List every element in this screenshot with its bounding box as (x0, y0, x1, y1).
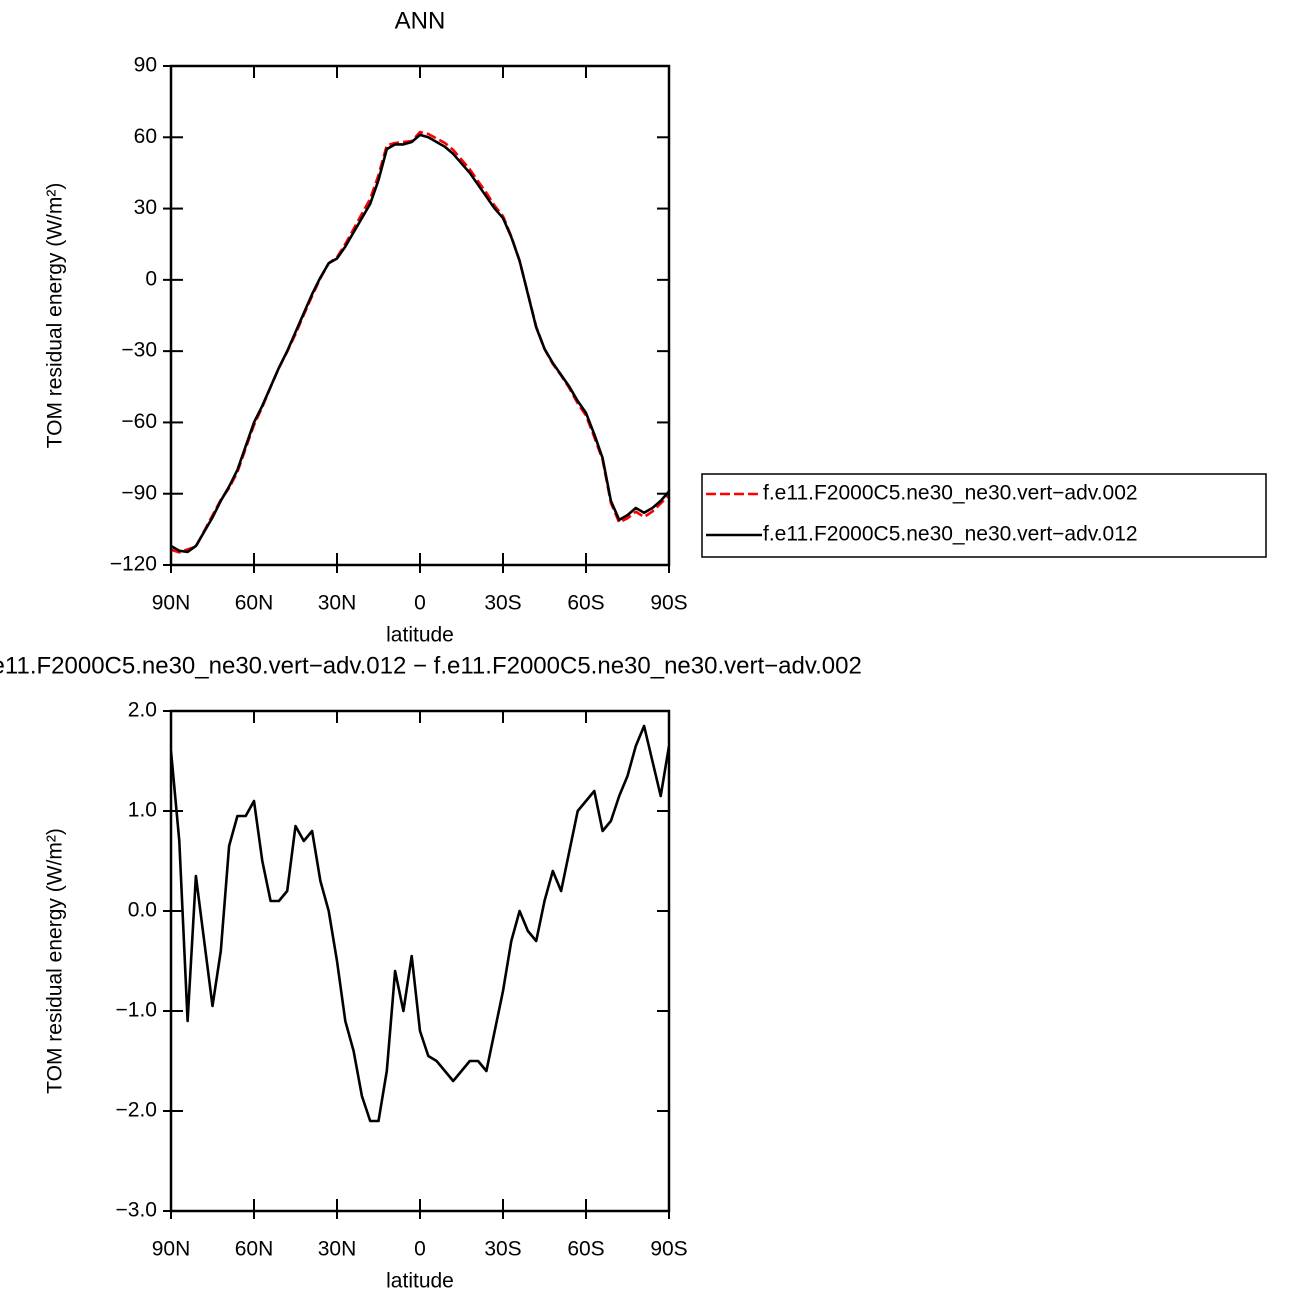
x-tick-label: 30N (318, 1238, 357, 1261)
y-tick-label: 0.0 (128, 899, 157, 922)
x-tick-label: 90N (152, 1238, 191, 1261)
y-axis-label: TOM residual energy (W/m²) (44, 183, 67, 449)
legend-box (701, 473, 1267, 558)
x-tick-label: 90S (650, 592, 687, 615)
y-tick-label: −2.0 (116, 1099, 157, 1122)
y-tick-label: −1.0 (116, 999, 157, 1022)
y-tick-label: 1.0 (128, 799, 157, 822)
chart-title: ANN (395, 7, 446, 34)
y-tick-label: 30 (134, 196, 157, 219)
plot-frame (169, 64, 671, 567)
y-tick-label: 90 (134, 54, 157, 77)
y-tick-label: −60 (121, 410, 157, 433)
x-tick-label: 90N (152, 592, 191, 615)
plot-frame (169, 709, 671, 1213)
x-tick-label: 60S (567, 592, 604, 615)
x-tick-label: 30S (484, 1238, 521, 1261)
data-line (171, 130, 669, 554)
y-tick-label: −90 (121, 481, 157, 504)
legend-label: f.e11.F2000C5.ne30_ne30.vert−adv.002 (763, 482, 1138, 505)
x-tick-label: 30S (484, 592, 521, 615)
data-line (171, 133, 669, 554)
legend: f.e11.F2000C5.ne30_ne30.vert−adv.002 f.e1… (701, 473, 1267, 558)
legend-label: f.e11.F2000C5.ne30_ne30.vert−adv.012 (763, 523, 1138, 546)
x-tick-label: 0 (414, 592, 426, 615)
y-axis-label: TOM residual energy (W/m²) (44, 828, 67, 1094)
x-tick-label: 60S (567, 1238, 604, 1261)
x-axis-label: latitude (386, 624, 454, 647)
y-tick-label: −120 (110, 553, 157, 576)
x-tick-label: 0 (414, 1238, 426, 1261)
x-tick-label: 60N (235, 1238, 274, 1261)
y-tick-label: 2.0 (128, 699, 157, 722)
y-tick-label: −30 (121, 339, 157, 362)
y-tick-label: 0 (145, 267, 157, 290)
x-tick-label: 30N (318, 592, 357, 615)
y-tick-label: −3.0 (116, 1199, 157, 1222)
x-axis-label: latitude (386, 1270, 454, 1293)
y-tick-label: 60 (134, 125, 157, 148)
chart-title: f.e11.F2000C5.ne30_ne30.vert−adv.012 − f… (0, 652, 862, 679)
panel: ANN −120 −90 −60 −30 0 30 60 90 90N 60N 30N 0 30S 60S 9… (44, 7, 1267, 647)
x-tick-label: 60N (235, 592, 274, 615)
panel: f.e11.F2000C5.ne30_ne30.vert−adv.012 − f… (0, 652, 862, 1292)
data-line (171, 724, 669, 1123)
x-tick-label: 90S (650, 1238, 687, 1261)
